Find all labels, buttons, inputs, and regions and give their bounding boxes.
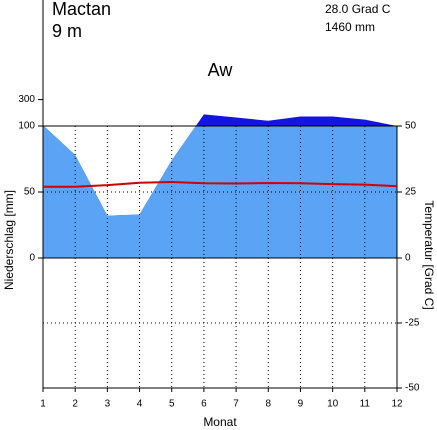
y2-tick-label: -50 xyxy=(405,383,420,394)
temperature-line xyxy=(43,180,398,188)
y2-axis-label: Temperatur [Grad C] xyxy=(422,200,436,309)
chart-title: Mactan xyxy=(52,0,111,19)
y-axis-label: Niederschlag [mm] xyxy=(2,190,16,290)
y2-tick-label: 50 xyxy=(405,121,417,132)
x-tick-label: 12 xyxy=(391,399,403,410)
y-tick-label: 50 xyxy=(24,187,36,198)
x-tick-label: 5 xyxy=(169,399,175,410)
x-tick-label: 2 xyxy=(72,399,78,410)
y2-tick-label: 25 xyxy=(405,187,417,198)
x-axis-label: Monat xyxy=(203,415,237,429)
x-tick-label: 7 xyxy=(233,399,239,410)
mean-temperature: 28.0 Grad C xyxy=(325,2,391,16)
x-tick-label: 11 xyxy=(360,399,371,410)
x-tick-label: 1 xyxy=(40,399,46,410)
annual-precipitation: 1460 mm xyxy=(325,20,375,34)
chart-subtitle: 9 m xyxy=(52,21,82,41)
y-tick-label: 300 xyxy=(18,94,35,105)
x-tick-label: 9 xyxy=(298,399,304,410)
x-tick-label: 8 xyxy=(265,399,271,410)
x-tick-label: 10 xyxy=(327,399,339,410)
y-tick-label: 0 xyxy=(29,253,35,264)
x-tick-label: 6 xyxy=(201,399,207,410)
y2-tick-label: -25 xyxy=(405,318,420,329)
y-tick-label: 100 xyxy=(18,121,35,132)
climate-class: Aw xyxy=(208,60,234,80)
y2-tick-label: 0 xyxy=(405,253,411,264)
x-tick-label: 4 xyxy=(137,399,143,410)
x-tick-label: 3 xyxy=(105,399,111,410)
